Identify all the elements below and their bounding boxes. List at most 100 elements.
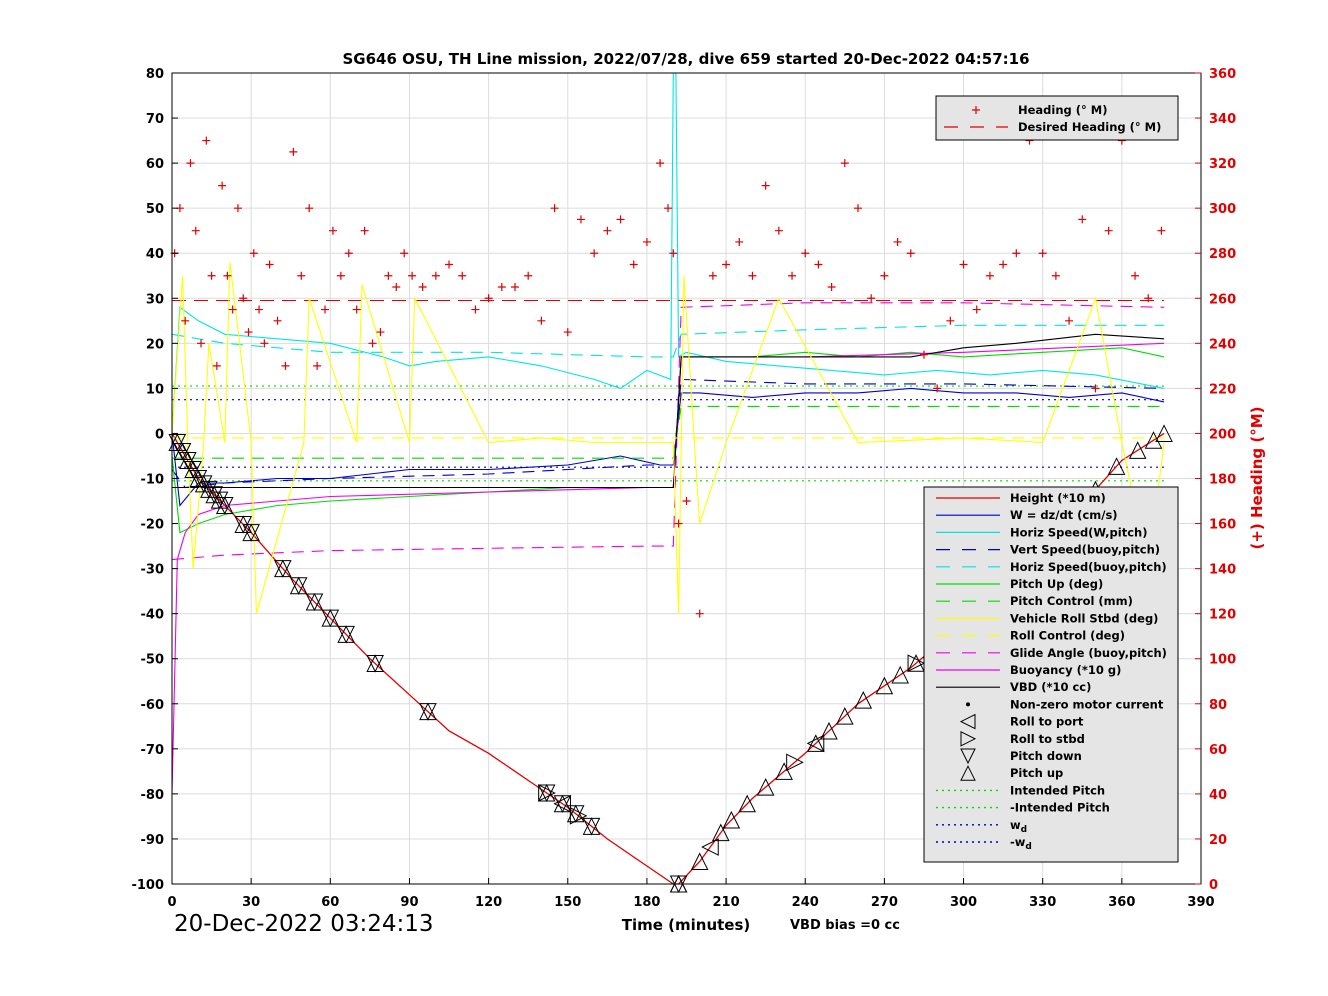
heading-point <box>682 497 691 506</box>
heading-point <box>1051 271 1060 280</box>
pitch-up-marker <box>835 707 854 725</box>
heading-point <box>260 339 269 348</box>
roll-stbd-marker <box>907 654 926 673</box>
heading-point <box>867 294 876 303</box>
heading-point <box>458 271 467 280</box>
y2-tick-label: 320 <box>1209 157 1236 172</box>
y2-tick-label: 60 <box>1209 743 1227 758</box>
heading-point <box>735 237 744 246</box>
roll-stbd-marker <box>538 784 556 802</box>
heading-point <box>418 283 427 292</box>
heading-point <box>722 260 731 269</box>
dive-timestamp: 20-Dec-2022 03:24:13 <box>174 911 434 937</box>
y-tick-label: -30 <box>141 563 165 578</box>
y-tick-label: -90 <box>141 833 165 848</box>
heading-point <box>202 136 211 145</box>
pitch-up-marker <box>891 665 910 684</box>
legend-swatch <box>959 713 976 730</box>
pitch-up-marker <box>775 762 793 780</box>
pitch-up-marker <box>756 778 775 796</box>
legend-label: W = dz/dt (cm/s) <box>1010 508 1118 522</box>
x-tick-label: 240 <box>792 895 819 910</box>
pitch-up-marker <box>274 559 292 578</box>
legend-main: Height (*10 m) W = dz/dt (cm/s) Horiz Spee… <box>923 486 1179 863</box>
heading-point <box>186 159 195 168</box>
y-tick-label: -50 <box>141 653 165 668</box>
heading-point <box>985 271 994 280</box>
x-tick-label: 270 <box>871 895 898 910</box>
roll-port-marker <box>553 794 571 813</box>
x-tick-label: 60 <box>321 895 339 910</box>
y2-tick-label: 220 <box>1209 382 1236 397</box>
heading-point <box>1038 249 1047 258</box>
heading-point <box>212 361 221 370</box>
heading-point <box>616 215 625 224</box>
y2-tick-label: 340 <box>1209 112 1236 127</box>
series-height-10-m <box>171 432 1165 885</box>
y2-tick-label: 240 <box>1209 337 1236 352</box>
heading-point <box>590 249 599 258</box>
heading-point <box>656 159 665 168</box>
y2-axis-label: (+) Heading (°M) <box>1248 406 1266 549</box>
y2-tick-label: 280 <box>1209 247 1236 262</box>
heading-point <box>445 260 454 269</box>
y-tick-label: -20 <box>141 518 165 533</box>
x-tick-label: 30 <box>242 895 260 910</box>
pitch-up-marker <box>566 804 585 823</box>
y-tick-label: -60 <box>141 698 165 713</box>
legend-label: Roll to port <box>1010 715 1084 729</box>
heading-point <box>313 361 322 370</box>
legend-swatch <box>966 702 970 707</box>
heading-point <box>352 305 361 314</box>
heading-point <box>360 226 369 235</box>
y2-tick-label: 40 <box>1209 788 1227 803</box>
heading-point <box>959 260 968 269</box>
heading-point <box>664 204 673 213</box>
pitch-up-marker <box>419 702 437 721</box>
series-pitch-control-mm <box>172 405 1165 459</box>
y2-tick-label: 120 <box>1209 608 1236 623</box>
heading-point <box>827 283 836 292</box>
pitch-up-marker <box>168 433 187 451</box>
x-tick-label: 0 <box>167 895 176 910</box>
y-axis-ticks: -100-90-80-70-60-50-40-30-20-10010203040… <box>131 67 178 893</box>
legend-label: VBD (*10 cc) <box>1010 680 1091 694</box>
legend-label: Desired Heading (° M) <box>1018 120 1161 134</box>
heading-point <box>946 316 955 325</box>
pitch-up-marker <box>337 625 355 643</box>
heading-point <box>603 226 612 235</box>
heading-point <box>484 294 493 303</box>
pitch-up-marker <box>1144 431 1163 449</box>
heading-point <box>840 159 849 168</box>
pitch-up-marker <box>722 810 741 829</box>
heading-point <box>497 283 506 292</box>
legend-swatch <box>972 106 980 114</box>
pitch-up-marker <box>875 676 894 695</box>
heading-point <box>1131 271 1140 280</box>
heading-point <box>748 271 757 280</box>
y2-tick-label: 100 <box>1209 653 1236 668</box>
y-tick-label: 70 <box>146 112 164 127</box>
y-tick-label: 50 <box>146 202 164 217</box>
heading-point <box>265 260 274 269</box>
heading-point <box>228 305 237 314</box>
y2-tick-label: 160 <box>1209 518 1236 533</box>
pitch-up-marker <box>907 654 925 672</box>
y2-tick-label: 260 <box>1209 292 1236 307</box>
legend-swatch <box>960 748 976 765</box>
heading-point <box>708 271 717 280</box>
pitch-up-marker <box>820 721 838 740</box>
heading-point <box>255 305 264 314</box>
heading-point <box>244 328 253 337</box>
roll-stbd-marker <box>786 753 804 772</box>
x-tick-label: 360 <box>1108 895 1135 910</box>
legend-label: Roll to stbd <box>1010 732 1085 746</box>
heading-point <box>328 226 337 235</box>
legend-label: Pitch up <box>1010 766 1063 780</box>
heading-point <box>972 305 981 314</box>
heading-point <box>669 249 678 258</box>
legend-label: Buoyancy (*10 g) <box>1010 663 1121 677</box>
x-tick-label: 150 <box>554 895 581 910</box>
heading-point <box>384 271 393 280</box>
